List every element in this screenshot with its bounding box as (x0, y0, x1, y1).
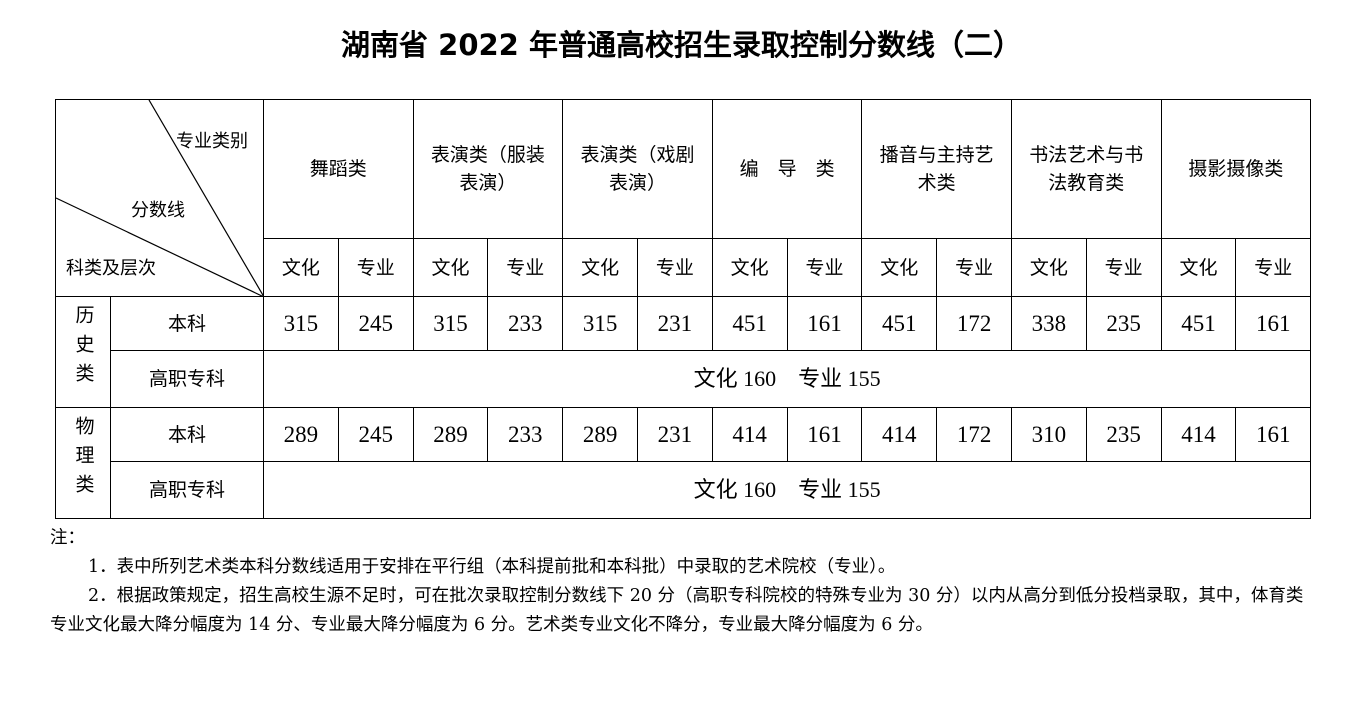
merged-score-cell: 文化 160 专业 155 (262, 350, 1312, 408)
level-label: 本科 (110, 407, 264, 462)
score-cell: 414 (711, 407, 788, 462)
notes-label: 注： (50, 528, 85, 548)
score-cell: 338 (1010, 296, 1087, 351)
score-cell: 414 (1160, 407, 1237, 462)
subheader-culture: 文化 (412, 238, 489, 297)
score-table: 专业类别 分数线 科类及层次 舞蹈类 表演类（服装表演） 表演类（戏剧表演）编 导 … (55, 99, 1312, 519)
score-cell: 161 (786, 407, 863, 462)
level-label: 本科 (110, 296, 264, 351)
subheader-culture: 文化 (861, 238, 938, 297)
diagonal-lines (56, 100, 264, 297)
group-label: 物理类 (72, 415, 95, 503)
table-row: 物理类 本科 289 245 289 233 289 231 414 161 414 172 310 23… (55, 407, 1312, 519)
table-row: 高职专科 文化 160 专业 155 (56, 461, 1312, 519)
corner-score-line: 分数线 (131, 200, 185, 221)
category-header: 表演类（服装表演） (412, 99, 564, 239)
group-cell: 物理类 (55, 407, 111, 519)
score-cell: 315 (263, 296, 339, 351)
score-cell: 161 (1235, 296, 1312, 351)
score-cell: 172 (936, 407, 1012, 462)
group-label: 历史类 (72, 304, 95, 392)
subheader-culture: 文化 (1010, 238, 1087, 297)
subheader-culture: 文化 (1160, 238, 1237, 297)
category-header: 表演类（戏剧表演） (562, 99, 713, 239)
score-cell: 172 (936, 296, 1012, 351)
page-title: 湖南省 2022 年普通高校招生录取控制分数线（二） (341, 28, 1022, 62)
note-2: 2．根据政策规定，招生高校生源不足时，可在批次录取控制分数线下 20 分（高职专… (50, 586, 1304, 635)
score-cell: 289 (263, 407, 339, 462)
score-cell: 161 (786, 296, 863, 351)
score-cell: 315 (562, 296, 638, 351)
score-cell: 231 (636, 407, 713, 462)
subheader-culture: 文化 (711, 238, 788, 297)
corner-subject-level: 科类及层次 (66, 258, 156, 279)
category-header: 播音与主持艺术类 (861, 99, 1012, 239)
level-label: 高职专科 (110, 350, 264, 408)
score-cell: 451 (711, 296, 788, 351)
corner-major-category: 专业类别 (176, 131, 248, 152)
score-cell: 289 (562, 407, 638, 462)
subheader-culture: 文化 (263, 238, 339, 297)
category-header: 舞蹈类 (263, 99, 414, 239)
score-cell: 315 (412, 296, 489, 351)
table-row: 历史类 本科 315 245 315 233 315 231 451 161 451 172 338 23… (55, 296, 1312, 408)
subheader-major: 专业 (1235, 238, 1312, 297)
subheader-major: 专业 (1085, 238, 1162, 297)
subheader-major: 专业 (487, 238, 564, 297)
subheader-major: 专业 (936, 238, 1012, 297)
score-cell: 289 (412, 407, 489, 462)
subheader-culture: 文化 (562, 238, 638, 297)
category-header: 编 导 类 (711, 99, 863, 239)
subheader-major: 专业 (786, 238, 863, 297)
category-header: 摄影摄像类 (1160, 99, 1312, 239)
score-cell: 161 (1235, 407, 1312, 462)
score-cell: 245 (337, 407, 414, 462)
level-label: 高职专科 (110, 461, 264, 519)
score-cell: 414 (861, 407, 938, 462)
score-cell: 235 (1085, 407, 1162, 462)
score-cell: 233 (487, 407, 564, 462)
score-cell: 245 (337, 296, 414, 351)
score-cell: 233 (487, 296, 564, 351)
corner-header: 专业类别 分数线 科类及层次 (55, 99, 264, 297)
merged-score-cell: 文化 160 专业 155 (262, 461, 1312, 519)
score-cell: 231 (636, 296, 713, 351)
note-1: 1．表中所列艺术类本科分数线适用于安排在平行组（本科提前批和本科批）中录取的艺术… (88, 557, 896, 577)
table-row: 高职专科 文化 160 专业 155 (56, 350, 1312, 408)
score-cell: 235 (1085, 296, 1162, 351)
group-cell: 历史类 (55, 296, 111, 408)
subheader-major: 专业 (636, 238, 713, 297)
subheader-major: 专业 (337, 238, 414, 297)
notes: 注： 1．表中所列艺术类本科分数线适用于安排在平行组（本科提前批和本科批）中录取… (50, 524, 1315, 640)
score-cell: 451 (1160, 296, 1237, 351)
score-cell: 451 (861, 296, 938, 351)
score-cell: 310 (1010, 407, 1087, 462)
category-header: 书法艺术与书法教育类 (1010, 99, 1162, 239)
